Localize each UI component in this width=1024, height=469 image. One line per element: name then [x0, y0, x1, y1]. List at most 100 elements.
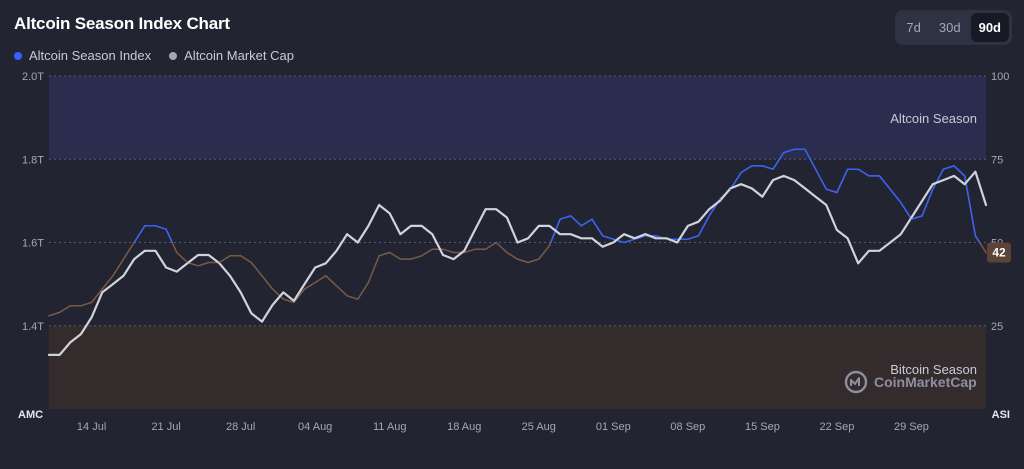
- market-cap-point: [378, 204, 380, 206]
- index-point: [719, 198, 721, 200]
- legend-item-market-cap[interactable]: Altcoin Market Cap: [169, 48, 294, 63]
- index-point: [229, 255, 231, 257]
- market-cap-point: [857, 262, 860, 265]
- market-cap-point: [612, 241, 615, 244]
- legend-item-index[interactable]: Altcoin Season Index: [14, 48, 151, 63]
- market-cap-point: [90, 316, 93, 319]
- market-cap-point: [921, 199, 924, 202]
- market-cap-point: [846, 237, 849, 240]
- x-tick-label: 04 Aug: [298, 421, 332, 433]
- index-point: [825, 188, 827, 190]
- market-cap-point: [48, 353, 50, 356]
- right-tick-label: 100: [991, 71, 1009, 83]
- x-tick-label: 14 Jul: [77, 421, 106, 433]
- right-tick-label: 75: [991, 154, 1003, 166]
- index-point: [495, 241, 497, 244]
- index-point: [612, 238, 615, 240]
- market-cap-point: [165, 266, 168, 269]
- market-cap-point: [420, 224, 423, 227]
- index-point: [857, 168, 859, 170]
- market-cap-point: [388, 212, 391, 215]
- market-cap-point: [431, 233, 434, 236]
- market-cap-point: [537, 224, 540, 227]
- legend-dot-market-cap: [169, 51, 178, 60]
- market-cap-point: [580, 237, 583, 240]
- index-point: [378, 255, 380, 257]
- index-point: [208, 261, 210, 264]
- index-point: [527, 261, 529, 264]
- market-cap-point: [207, 254, 210, 256]
- market-cap-point: [931, 183, 934, 186]
- market-cap-point: [484, 208, 487, 211]
- index-point: [836, 191, 838, 194]
- market-cap-point: [69, 341, 72, 344]
- index-point: [591, 218, 593, 220]
- market-cap-point: [133, 258, 136, 261]
- market-cap-point: [942, 179, 945, 181]
- index-point: [942, 168, 945, 170]
- index-point: [601, 235, 604, 237]
- index-point: [357, 298, 359, 300]
- market-cap-point: [346, 233, 349, 236]
- index-point: [442, 248, 444, 250]
- market-cap-point: [303, 283, 306, 286]
- index-point: [250, 261, 253, 264]
- market-cap-point: [335, 249, 338, 252]
- market-cap-point: [229, 274, 231, 277]
- market-cap-point: [601, 245, 604, 248]
- market-cap-point: [175, 270, 178, 273]
- left-axis: 1.4T 1.6T 1.8T 2.0T: [22, 71, 44, 333]
- index-point: [239, 255, 242, 257]
- index-point: [985, 251, 987, 254]
- range-7d-button[interactable]: 7d: [898, 13, 928, 42]
- x-tick-label: 01 Sep: [596, 421, 631, 433]
- index-point: [293, 301, 295, 304]
- index-point: [921, 215, 923, 217]
- index-point: [282, 298, 284, 300]
- chart-grid: [49, 75, 986, 327]
- market-cap-point: [644, 233, 647, 236]
- market-cap-point: [292, 299, 295, 302]
- index-point: [101, 288, 103, 290]
- index-point: [452, 251, 455, 254]
- market-cap-point: [591, 237, 593, 240]
- range-30d-button[interactable]: 30d: [931, 13, 969, 42]
- coinmarketcap-logo-icon: [844, 370, 868, 394]
- market-cap-point: [505, 216, 508, 219]
- left-tick-label: 2.0T: [22, 71, 44, 83]
- index-point: [697, 235, 700, 237]
- market-cap-point: [750, 187, 753, 190]
- market-cap-point: [804, 187, 806, 190]
- index-point: [154, 225, 157, 227]
- index-point: [463, 251, 465, 254]
- page-title: Altcoin Season Index Chart: [14, 14, 230, 33]
- market-cap-point: [101, 291, 104, 294]
- market-cap-point: [761, 195, 764, 198]
- index-point: [570, 215, 572, 217]
- current-value-badge-bg: [987, 242, 1011, 263]
- range-90d-button[interactable]: 90d: [970, 13, 1009, 42]
- index-point: [889, 188, 891, 190]
- index-point: [122, 258, 125, 260]
- market-cap-point: [569, 233, 572, 236]
- index-point: [814, 168, 817, 170]
- market-cap-point: [80, 333, 82, 335]
- market-cap-point: [718, 199, 721, 202]
- altcoin-season-band: [49, 76, 986, 160]
- index-point: [410, 258, 412, 260]
- index-point: [580, 225, 583, 227]
- index-point: [782, 151, 785, 154]
- legend-dot-index: [14, 51, 22, 60]
- market-cap-point: [474, 229, 476, 231]
- x-tick-label: 18 Aug: [447, 421, 481, 433]
- market-cap-point: [655, 237, 657, 240]
- index-point: [953, 165, 955, 167]
- x-tick-label: 25 Aug: [522, 421, 556, 433]
- x-axis: 14 Jul 21 Jul 28 Jul 04 Aug 11 Aug 18 Aug 25 A…: [77, 421, 929, 433]
- bitcoin-season-label: Bitcoin Season: [890, 362, 977, 377]
- market-cap-point: [442, 254, 444, 256]
- market-cap-point: [58, 353, 61, 356]
- left-tick-label: 1.8T: [22, 154, 44, 166]
- index-point: [197, 265, 199, 267]
